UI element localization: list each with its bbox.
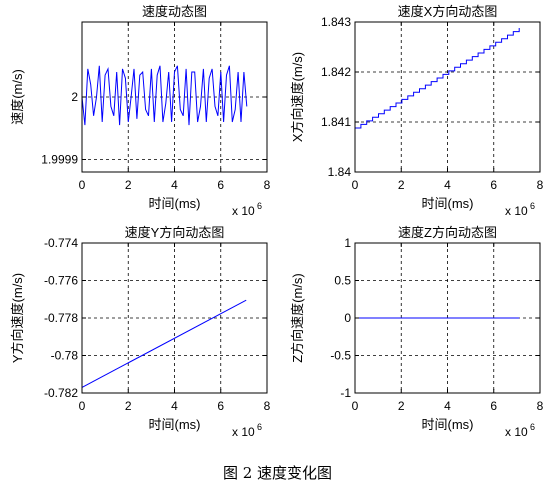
chart4-ylabel: Z方向速度(m/s) (290, 273, 305, 363)
chart3-xtick-label-0: 0 (79, 399, 86, 413)
chart2-ytick-label-3: 1.843 (321, 15, 351, 29)
chart2-xtick-label-0: 0 (352, 178, 359, 192)
chart2-xtick-label-4: 8 (537, 178, 544, 192)
chart3-series-line-1 (81, 299, 247, 388)
chart3-xtick-label-1: 2 (125, 399, 132, 413)
chart1-xtick-label-3: 6 (217, 178, 224, 192)
chart4-ytick-label-1: -0.5 (330, 349, 351, 363)
chart4-title: 速度Z方向动态图 (398, 225, 497, 240)
figure-caption: 图 2 速度变化图 (222, 464, 333, 482)
chart2-xlabel: 时间(ms) (422, 196, 474, 211)
chart1-ytick-label-0: 1.9999 (41, 153, 78, 167)
chart4-xtick-label-1: 2 (398, 399, 405, 413)
chart4-plot (354, 242, 541, 394)
chart4-xtick-label-3: 6 (490, 399, 497, 413)
chart4-x-exponent: x 10 (505, 425, 528, 439)
chart4-xtick-label-2: 4 (444, 399, 451, 413)
chart1-xlabel: 时间(ms) (149, 196, 201, 211)
chart2-ylabel: X方向速度(m/s) (290, 52, 305, 142)
chart2-xtick-label-3: 6 (490, 178, 497, 192)
chart2-xtick-label-1: 2 (398, 178, 405, 192)
chart1-ytick-label-1: 2 (71, 90, 78, 104)
chart3-xtick-label-3: 6 (217, 399, 224, 413)
chart3-xtick-label-4: 8 (264, 399, 271, 413)
chart4-ytick-label-4: 1 (344, 236, 351, 250)
chart4-ytick-label-3: 0.5 (334, 274, 351, 288)
chart3-title: 速度Y方向动态图 (125, 225, 225, 240)
chart2-plot (354, 21, 541, 173)
chart1-ylabel: 速度(m/s) (10, 69, 25, 125)
chart2-ytick-label-2: 1.842 (321, 65, 351, 79)
chart3-plot (81, 242, 268, 394)
chart1-xtick-label-1: 2 (125, 178, 132, 192)
chart3-ytick-label-2: -0.778 (44, 311, 78, 325)
chart2-title: 速度X方向动态图 (398, 4, 498, 19)
chart4-xlabel: 时间(ms) (422, 417, 474, 432)
chart4-xtick-label-0: 0 (352, 399, 359, 413)
chart3-ytick-label-4: -0.774 (44, 236, 78, 250)
chart3-x-exponent: x 10 (232, 425, 255, 439)
chart2-ytick-label-1: 1.841 (321, 115, 351, 129)
chart4-ytick-label-2: 0 (344, 311, 351, 325)
chart2-series-line-1 (355, 28, 520, 129)
chart1-title: 速度动态图 (142, 4, 207, 19)
chart1-xtick-label-0: 0 (79, 178, 86, 192)
chart2-x-exponent: x 10 (505, 204, 528, 218)
chart3-ylabel: Y方向速度(m/s) (10, 273, 25, 363)
chart1-x-exponent-power: 6 (257, 201, 262, 211)
chart4-x-exponent-power: 6 (530, 422, 535, 432)
chart3-ytick-label-3: -0.776 (44, 274, 78, 288)
chart2-ytick-label-0: 1.84 (328, 165, 352, 179)
chart4-ytick-label-0: -1 (340, 386, 351, 400)
chart1-plot (81, 21, 268, 173)
chart1-x-exponent: x 10 (232, 204, 255, 218)
chart2-xtick-label-2: 4 (444, 178, 451, 192)
chart1-xtick-label-4: 8 (264, 178, 271, 192)
chart3-x-exponent-power: 6 (257, 422, 262, 432)
chart1-series-line-1 (81, 65, 248, 126)
chart4-xtick-label-4: 8 (537, 399, 544, 413)
chart3-xlabel: 时间(ms) (149, 417, 201, 432)
chart3-ytick-label-0: -0.782 (44, 386, 78, 400)
chart2-x-exponent-power: 6 (530, 201, 535, 211)
chart3-xtick-label-2: 4 (171, 399, 178, 413)
chart3-ytick-label-1: -0.78 (51, 349, 79, 363)
chart1-xtick-label-2: 4 (171, 178, 178, 192)
